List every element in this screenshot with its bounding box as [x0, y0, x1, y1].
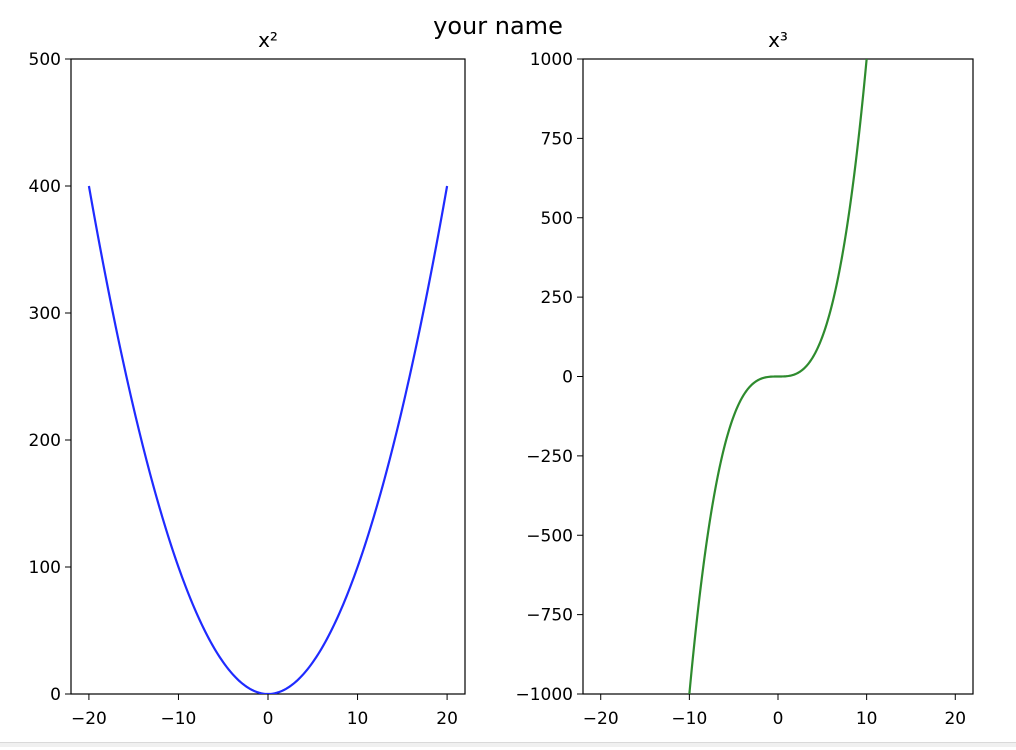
x-tick-label: 20	[944, 709, 966, 729]
x-tick-label: −10	[161, 709, 197, 729]
axes-frame	[70, 58, 466, 695]
window-bottom-edge	[0, 742, 1016, 747]
x-tick-label: 10	[856, 709, 878, 729]
y-tick-label: 100	[29, 558, 61, 578]
y-tick-label: 400	[29, 177, 61, 197]
y-tick-label: −750	[526, 606, 573, 626]
y-tick-label: 1000	[530, 50, 573, 70]
y-tick-label: −1000	[515, 685, 573, 705]
x-tick-label: −10	[671, 709, 707, 729]
y-tick-label: 500	[541, 209, 573, 229]
subplot-x-cubed: x³ −20 −10 0 10 20 −1000 −750 −500 −250 0 250 500 750…	[515, 28, 974, 729]
x-tick-label: 10	[347, 709, 369, 729]
y-tick-label: 750	[541, 129, 573, 149]
y-tick-label: 200	[29, 431, 61, 451]
subplot-title: x²	[258, 28, 278, 52]
y-tick-label: 0	[50, 685, 61, 705]
y-tick-label: 0	[562, 368, 573, 388]
series-line	[87, 185, 449, 694]
y-tick-label: 250	[541, 288, 573, 308]
y-tick-label: −500	[526, 526, 573, 546]
x-tick-label: 0	[263, 709, 274, 729]
figure-title: your name	[433, 12, 563, 40]
x-tick-label: −20	[71, 709, 107, 729]
x-tick-label: 20	[436, 709, 458, 729]
y-tick-label: −250	[526, 447, 573, 467]
x-tick-label: 0	[773, 709, 784, 729]
x-tick-label: −20	[583, 709, 619, 729]
series-line	[688, 59, 868, 694]
subplot-title: x³	[768, 28, 788, 52]
y-tick-label: 300	[29, 304, 61, 324]
y-tick-label: 500	[29, 50, 61, 70]
